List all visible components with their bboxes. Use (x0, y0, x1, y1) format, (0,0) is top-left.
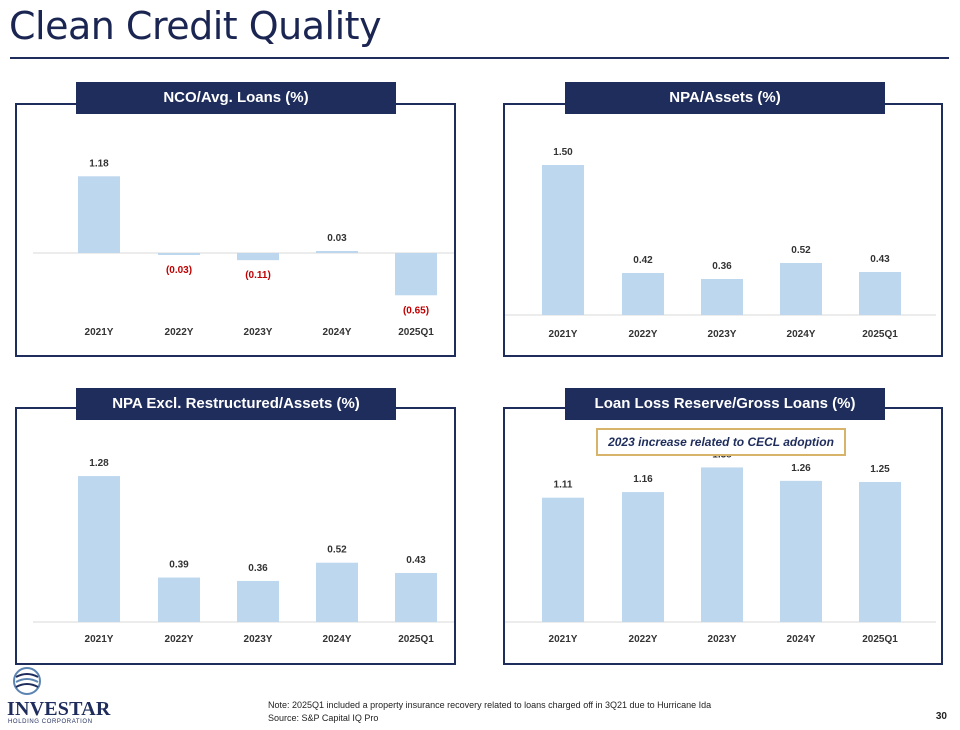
chart-panel-nco: 1.18 2021Y (0.03) 2022Y (0.11) 2023Y 0.03 2024Y… (15, 103, 456, 357)
category-label: 2025Q1 (862, 634, 898, 645)
chart-title-npa: NPA/Assets (%) (565, 82, 885, 114)
category-label: 2021Y (549, 329, 578, 340)
bar-2021Y (542, 497, 584, 622)
logo-wordmark: INVESTAR (7, 698, 111, 720)
bar-2025Q1 (395, 253, 437, 296)
bar-2024Y (316, 251, 358, 253)
chart-title-llr: Loan Loss Reserve/Gross Loans (%) (565, 388, 885, 420)
chart-panel-npa: 1.50 2021Y 0.42 2022Y 0.36 2023Y 0.52 2024Y 0.43… (503, 103, 943, 357)
data-label: 0.36 (248, 563, 268, 574)
chart-title-npa-excl: NPA Excl. Restructured/Assets (%) (76, 388, 396, 420)
category-label: 2022Y (165, 634, 194, 645)
bar-2024Y (780, 263, 822, 315)
page-number: 30 (935, 711, 947, 722)
category-label: 2023Y (708, 329, 737, 340)
bar-2023Y (701, 467, 743, 622)
category-label: 2024Y (323, 634, 352, 645)
bar-2025Q1 (859, 272, 901, 315)
title-divider (10, 57, 949, 59)
chart-nco-svg: 1.18 2021Y (0.03) 2022Y (0.11) 2023Y 0.03 2024Y… (33, 158, 454, 338)
data-label: (0.65) (403, 305, 429, 316)
data-label: 0.52 (791, 245, 811, 256)
chart-npa-excl-svg: 1.28 2021Y 0.39 2022Y 0.36 2023Y 0.52 2024Y 0.43… (33, 458, 454, 645)
data-label: 0.42 (633, 255, 653, 266)
category-label: 2023Y (244, 634, 273, 645)
chart-llr-svg: 1.112021Y1.162022Y1.382023Y1.262024Y1.25… (505, 449, 936, 645)
bar-2021Y (78, 176, 120, 253)
bar-2022Y (622, 273, 664, 315)
category-label: 2024Y (787, 329, 816, 340)
logo-subtitle: HOLDING CORPORATION (8, 719, 93, 725)
category-label: 2025Q1 (862, 329, 898, 340)
page-title: Clean Credit Quality (9, 4, 382, 48)
data-label: 1.16 (633, 474, 653, 485)
category-label: 2021Y (85, 634, 114, 645)
category-label: 2025Q1 (398, 634, 434, 645)
bar-2025Q1 (395, 572, 437, 622)
data-label: 0.43 (406, 555, 426, 566)
category-label: 2025Q1 (398, 327, 434, 338)
bar-2024Y (780, 480, 822, 622)
bar-2022Y (622, 492, 664, 622)
category-label: 2024Y (323, 327, 352, 338)
bar-2024Y (316, 562, 358, 622)
data-label: 0.36 (712, 261, 732, 272)
footnote-note: Note: 2025Q1 included a property insuran… (268, 700, 712, 710)
bar-2023Y (237, 253, 279, 261)
data-label: 0.03 (327, 233, 347, 244)
data-label: (0.11) (245, 270, 271, 281)
data-label: 1.28 (89, 458, 109, 469)
bar-2025Q1 (859, 482, 901, 622)
bar-2023Y (701, 279, 743, 315)
investar-logo-icon (13, 667, 41, 695)
chart-panel-npa-excl: 1.28 2021Y 0.39 2022Y 0.36 2023Y 0.52 2024Y 0.43… (15, 407, 456, 665)
category-label: 2024Y (787, 634, 816, 645)
data-label: 1.18 (89, 158, 109, 169)
bar-2022Y (158, 577, 200, 622)
category-label: 2023Y (244, 327, 273, 338)
footnote-source: Source: S&P Capital IQ Pro (268, 713, 379, 723)
category-label: 2022Y (629, 329, 658, 340)
category-label: 2021Y (85, 327, 114, 338)
bar-2023Y (237, 580, 279, 622)
category-label: 2023Y (708, 634, 737, 645)
data-label: 0.43 (870, 254, 890, 265)
chart-title-nco: NCO/Avg. Loans (%) (76, 82, 396, 114)
category-label: 2022Y (165, 327, 194, 338)
category-label: 2022Y (629, 634, 658, 645)
bar-2021Y (542, 165, 584, 315)
data-label: 1.25 (870, 464, 890, 475)
data-label: 1.26 (791, 463, 811, 474)
category-label: 2021Y (549, 634, 578, 645)
cecl-annotation: 2023 increase related to CECL adoption (596, 428, 846, 456)
data-label: 1.11 (554, 480, 573, 491)
data-label: 1.50 (553, 147, 573, 158)
chart-npa-svg: 1.50 2021Y 0.42 2022Y 0.36 2023Y 0.52 2024Y 0.43… (505, 147, 936, 340)
data-label: 0.39 (169, 560, 189, 571)
data-label: 0.52 (327, 545, 347, 556)
bar-2022Y (158, 253, 200, 255)
data-label: (0.03) (166, 265, 192, 276)
bar-2021Y (78, 476, 120, 622)
